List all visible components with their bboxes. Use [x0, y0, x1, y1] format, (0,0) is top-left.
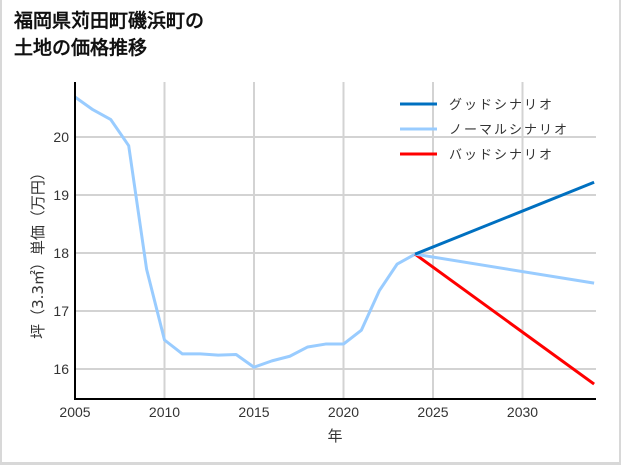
- y-tick-label: 19: [53, 187, 69, 203]
- x-tick-label: 2005: [59, 404, 90, 420]
- y-tick-label: 20: [53, 129, 69, 145]
- series-line: [414, 180, 595, 256]
- x-tick-label: 2020: [328, 404, 359, 420]
- x-axis-label: 年: [327, 427, 342, 445]
- legend-label: グッドシナリオ: [449, 98, 554, 113]
- series-line: [414, 252, 595, 386]
- y-tick-label: 17: [53, 303, 69, 319]
- x-tick-label: 2010: [149, 404, 180, 420]
- data-lines: [74, 95, 595, 386]
- axes: [74, 82, 596, 400]
- tick-labels: 2005 2010 2015 2020 2025 2030 16 17 18 19 20: [53, 129, 538, 420]
- gridlines: [75, 82, 596, 399]
- x-tick-label: 2025: [417, 404, 448, 420]
- x-tick-label: 2030: [507, 404, 538, 420]
- y-tick-label: 16: [53, 361, 69, 377]
- chart-title: 福岡県苅田町磯浜町の 土地の価格推移: [14, 10, 205, 59]
- x-tick-label: 2015: [238, 404, 269, 420]
- series-line: [74, 95, 416, 369]
- series-line: [414, 252, 595, 285]
- legend-label: バッドシナリオ: [449, 148, 554, 163]
- legend-label: ノーマルシナリオ: [449, 123, 569, 138]
- y-axis-label: 坪（3.3㎡）単価（万円）: [29, 165, 47, 339]
- y-tick-label: 18: [53, 245, 69, 261]
